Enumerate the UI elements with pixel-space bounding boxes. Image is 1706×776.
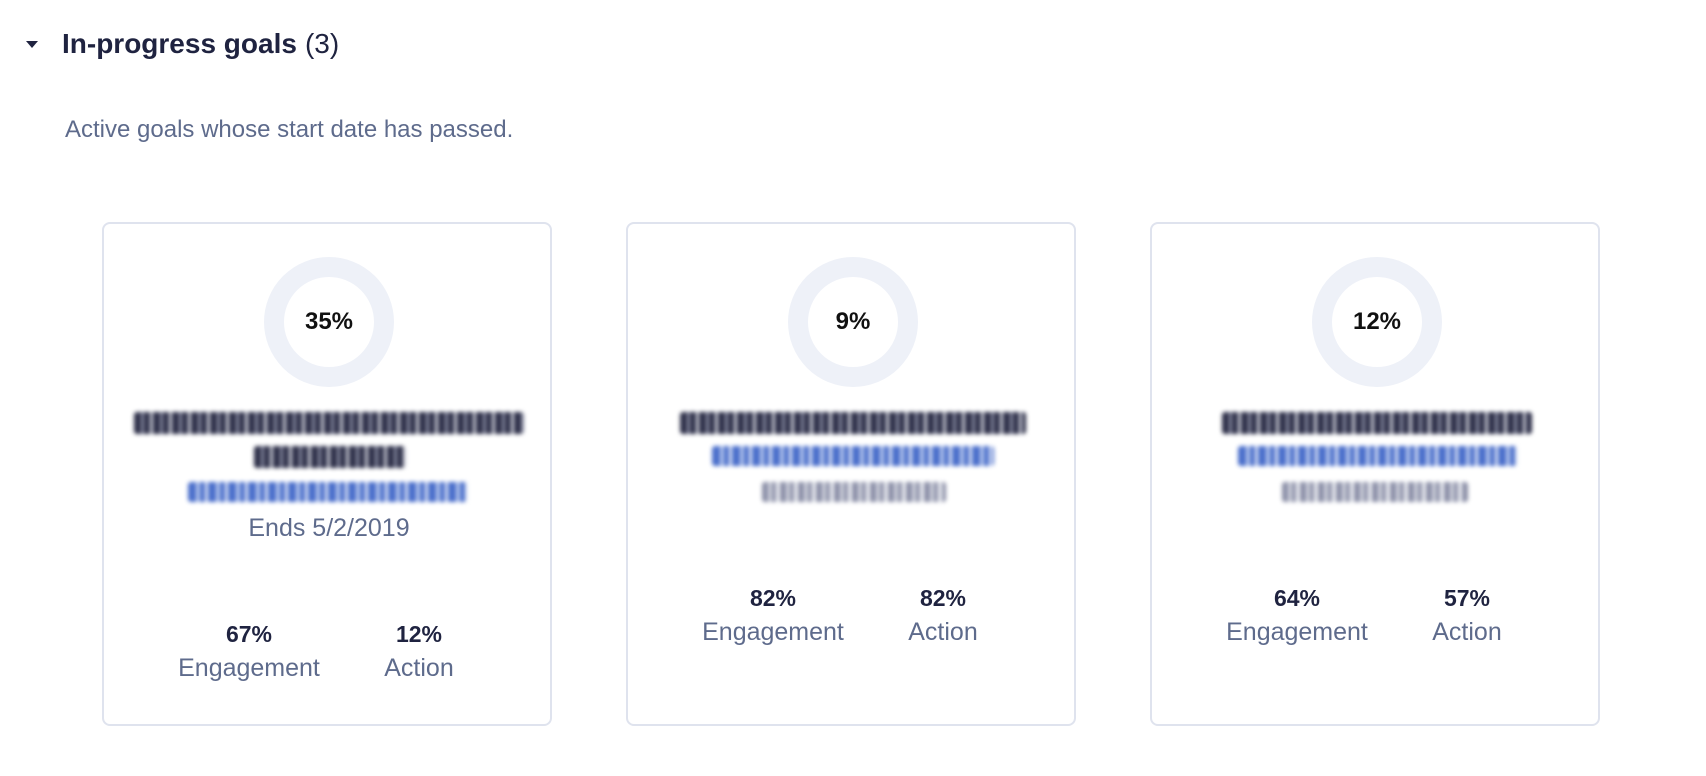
progress-ring xyxy=(264,257,394,387)
section-toggle[interactable]: In-progress goals (3) xyxy=(22,24,339,64)
redacted-goal-title xyxy=(1222,412,1532,434)
progress-donut: 35% xyxy=(264,257,394,387)
action-metric: 82% Action xyxy=(888,582,998,650)
engagement-value: 82% xyxy=(749,585,797,611)
action-metric: 12% Action xyxy=(364,618,474,686)
section-title: In-progress goals xyxy=(62,28,297,59)
engagement-value: 64% xyxy=(1273,585,1321,611)
redacted-goal-owner-link[interactable] xyxy=(712,446,994,466)
action-label: Action xyxy=(384,654,454,682)
engagement-label: Engagement xyxy=(1226,618,1368,646)
goal-card[interactable]: 12% 64% Engagement 57% Action xyxy=(1150,222,1600,726)
progress-track xyxy=(1312,257,1442,387)
redacted-goal-title xyxy=(680,412,1026,434)
progress-track xyxy=(264,257,394,387)
redacted-end-date xyxy=(1282,482,1468,502)
progress-donut: 12% xyxy=(1312,257,1442,387)
action-label: Action xyxy=(908,618,978,646)
redacted-goal-title xyxy=(134,412,524,434)
action-value: 82% xyxy=(919,585,967,611)
action-metric: 57% Action xyxy=(1412,582,1522,650)
progress-donut: 9% xyxy=(788,257,918,387)
progress-track xyxy=(788,257,918,387)
engagement-metric: 67% Engagement xyxy=(164,618,334,686)
progress-ring xyxy=(788,257,918,387)
goal-card[interactable]: 9% 82% Engagement 82% Action xyxy=(626,222,1076,726)
redacted-goal-title-line-2 xyxy=(254,446,406,468)
progress-percent: 12% xyxy=(1352,308,1402,335)
redacted-goal-owner-link[interactable] xyxy=(188,482,468,502)
caret-down-icon[interactable] xyxy=(26,40,38,48)
engagement-value: 67% xyxy=(225,621,273,647)
progress-percent: 35% xyxy=(304,308,354,335)
engagement-label: Engagement xyxy=(702,618,844,646)
redacted-end-date xyxy=(762,482,946,502)
section-description: Active goals whose start date has passed… xyxy=(65,116,514,143)
action-label: Action xyxy=(1432,618,1502,646)
engagement-metric: 64% Engagement xyxy=(1212,582,1382,650)
engagement-label: Engagement xyxy=(178,654,320,682)
goal-card[interactable]: 35% Ends 5/2/2019 67% Engagement 12% Act… xyxy=(102,222,552,726)
action-value: 12% xyxy=(395,621,443,647)
action-value: 57% xyxy=(1443,585,1491,611)
progress-percent: 9% xyxy=(835,308,871,335)
section-count: (3) xyxy=(304,28,340,59)
engagement-metric: 82% Engagement xyxy=(688,582,858,650)
redacted-goal-owner-link[interactable] xyxy=(1238,446,1518,466)
end-date: Ends 5/2/2019 xyxy=(248,514,410,542)
progress-ring xyxy=(1312,257,1442,387)
